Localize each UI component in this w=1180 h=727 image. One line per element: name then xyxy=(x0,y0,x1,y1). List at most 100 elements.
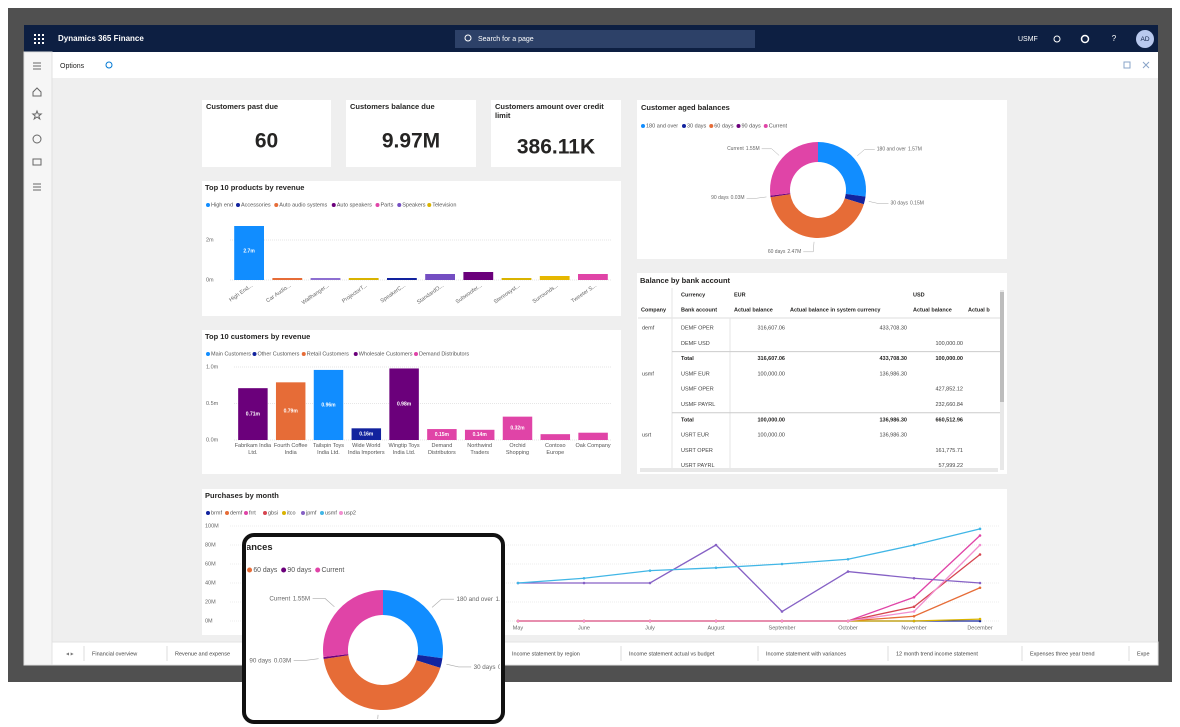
column-header: Company xyxy=(641,307,667,313)
kpi-value: 9.97M xyxy=(382,130,440,153)
line-point xyxy=(780,619,784,623)
bar xyxy=(425,274,455,280)
line-point xyxy=(846,619,850,623)
column-header: Actual balance xyxy=(913,307,952,313)
y-tick-label: 2m xyxy=(206,237,214,243)
legend-dot xyxy=(709,124,714,128)
toolbar-options[interactable]: Options xyxy=(60,63,85,70)
tab-scroll[interactable]: ◂ ▸ xyxy=(66,652,74,658)
x-tick-label: Wingtip Toys India Ltd. xyxy=(388,443,420,456)
legend-label: Accessories xyxy=(241,202,271,208)
chart-title: Customer aged balances xyxy=(162,542,273,552)
x-tick-label: Orchid Shopping xyxy=(505,443,530,456)
legend-label: Retail Customers xyxy=(307,351,349,357)
x-tick-label-box: Wide World India Importers xyxy=(348,443,385,456)
donut-slice xyxy=(770,193,791,198)
report-tab[interactable]: Income statement by region xyxy=(512,651,580,657)
recent-icon[interactable] xyxy=(32,134,42,144)
rail-icons xyxy=(31,62,43,191)
bell-icon[interactable] xyxy=(1053,35,1061,43)
search-box[interactable] xyxy=(455,30,755,48)
report-tab[interactable]: 12 month trend income statement xyxy=(896,651,978,657)
x-tick-label: Demand Distributors xyxy=(427,443,456,456)
tabs: Financial overview Revenue and expense Inc… xyxy=(83,646,1150,661)
bar xyxy=(540,434,571,440)
menu-icon[interactable] xyxy=(33,62,41,70)
x-tick-label: Fourth Coffee India xyxy=(273,443,308,456)
bar xyxy=(578,432,608,440)
x-tick-label: Northwind Traders xyxy=(467,443,493,456)
favorites-icon[interactable] xyxy=(31,109,43,121)
legend-dot xyxy=(682,124,686,128)
report-tab[interactable]: Revenue and expense xyxy=(175,651,230,657)
legend-label: jpmf xyxy=(305,510,317,516)
avatar[interactable] xyxy=(1136,30,1154,48)
column-header: Bank account xyxy=(681,307,717,313)
slice-category: 30 days xyxy=(890,201,908,207)
legend-dot xyxy=(427,203,432,207)
legend-dot xyxy=(281,567,287,573)
legend-dot xyxy=(641,124,645,128)
legend-dot xyxy=(236,203,240,207)
modules-icon[interactable] xyxy=(33,183,41,191)
company-picker[interactable]: USMF xyxy=(1018,36,1038,43)
legend-dot xyxy=(206,511,210,515)
legend-label: 30 days xyxy=(687,123,707,129)
legend-dot xyxy=(339,511,343,515)
y-tick-label: 20M xyxy=(205,599,216,605)
report-tab[interactable]: Expe xyxy=(1137,651,1150,657)
bar xyxy=(348,278,379,280)
chart-title: Purchases by month xyxy=(205,491,279,500)
line-point xyxy=(780,562,784,566)
bar xyxy=(389,368,419,440)
slice-category: 30 days xyxy=(474,664,496,671)
legend-label: Television xyxy=(432,202,456,208)
window-controls[interactable] xyxy=(1123,61,1150,69)
report-tab[interactable]: Income statement actual vs budget xyxy=(629,651,715,657)
bar-value-label: 0.4m xyxy=(473,294,485,300)
legend-dot xyxy=(397,203,402,207)
slice-value: 0.03M xyxy=(731,196,745,202)
x-tick-label: October xyxy=(838,625,858,631)
report-tab[interactable]: Expenses three year trend xyxy=(1030,651,1095,657)
legend-dot xyxy=(244,511,248,515)
slice-value: 0.15M xyxy=(498,664,515,671)
line-point xyxy=(846,557,850,561)
table-cell: 433,708.30 xyxy=(879,325,907,331)
table-cell: 433,708.30 xyxy=(879,356,907,362)
workspaces-icon[interactable] xyxy=(32,158,42,166)
zoom-inset-content: Customer aged balances 180 and over 30 day… xyxy=(162,538,516,719)
bar xyxy=(238,388,268,440)
x-tick-label-box: Demand Distributors xyxy=(427,443,456,456)
settings-icon[interactable] xyxy=(1080,34,1090,44)
report-tab[interactable]: Financial overview xyxy=(92,651,137,657)
leader-line xyxy=(446,663,472,668)
column-header: Actual balance in system currency xyxy=(790,307,881,313)
column-header: Actual balance xyxy=(734,307,773,313)
slice-label: Current 1.55M xyxy=(727,146,760,152)
legend-dot xyxy=(263,511,267,515)
toolbar-search[interactable] xyxy=(105,61,113,69)
legend-label: Speakers xyxy=(402,202,425,208)
line-point xyxy=(780,610,784,613)
waffle-icon[interactable] xyxy=(34,34,44,44)
legend-dot xyxy=(274,203,279,207)
help-icon[interactable]: ? xyxy=(1112,34,1117,43)
home-icon[interactable] xyxy=(32,87,42,97)
table-cell: Total xyxy=(681,417,694,423)
kpi-title-box: Customers past due xyxy=(206,102,278,111)
slice-value: 0.15M xyxy=(910,201,924,207)
report-tab[interactable]: Income statement with variances xyxy=(766,651,846,657)
table-cell: USMF EUR xyxy=(681,371,710,377)
line-point xyxy=(714,619,718,623)
x-tick-label: Tailspin Toys India Ltd. xyxy=(312,443,345,456)
legend-label: Auto audio systems xyxy=(279,202,327,208)
table-cell: demf xyxy=(642,325,655,331)
table-cell: 136,986.30 xyxy=(879,433,907,439)
x-tick-label: Oak Company xyxy=(575,443,611,449)
bar-value-label: 0.16m xyxy=(359,431,374,437)
